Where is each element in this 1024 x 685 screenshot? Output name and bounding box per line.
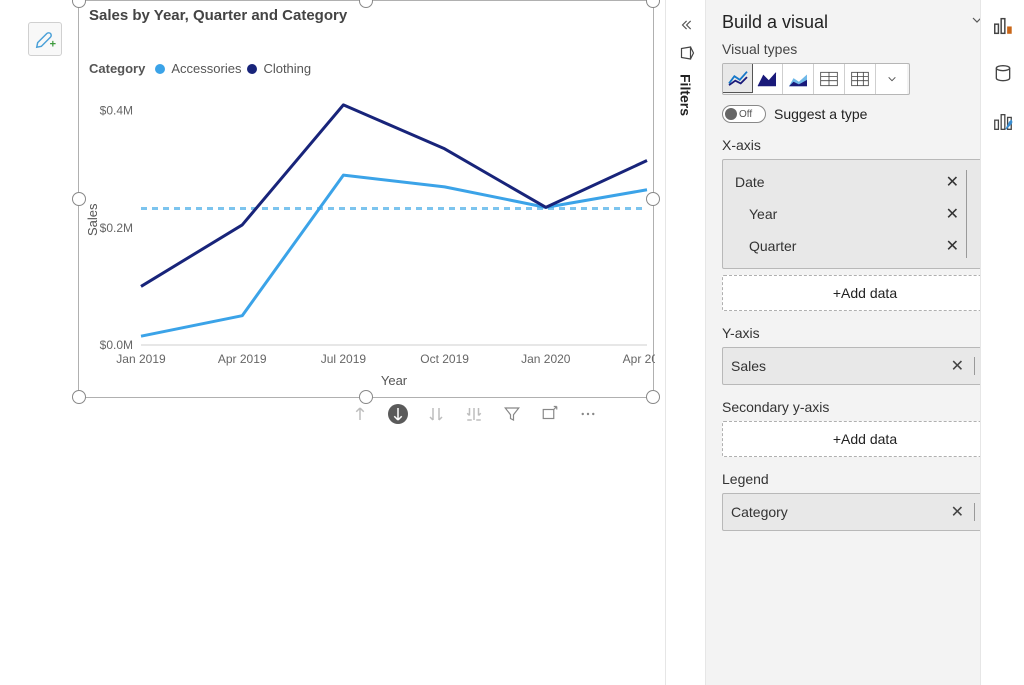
svg-text:Jan 2020: Jan 2020 (521, 352, 571, 366)
visual-type-matrix[interactable] (845, 64, 876, 94)
panel-title: Build a visual (722, 12, 828, 33)
build-visual-panel: Build a visual ✕ Visual types Off Sugges… (705, 0, 1024, 685)
report-canvas[interactable]: + Sales by Year, Quarter and Category Ca… (0, 0, 665, 685)
model-pane-icon[interactable] (991, 62, 1015, 86)
visual-type-table[interactable] (814, 64, 845, 94)
svg-text:Apr 2019: Apr 2019 (218, 352, 267, 366)
visual-type-line[interactable] (722, 63, 753, 93)
xaxis-field-well[interactable]: Date ✕ Year ✕ Quarter ✕ 〉 (722, 159, 1008, 269)
chart-plot: $0.0M $0.2M $0.4M Jan 2019 Apr 2019 Jul 2019 O… (79, 1, 655, 399)
format-pane-icon[interactable] (991, 110, 1015, 134)
remove-field-icon[interactable]: ✕ (946, 172, 959, 192)
yaxis-field-well[interactable]: Sales ✕ 〉 (722, 347, 1008, 385)
remove-field-icon[interactable]: ✕ (946, 236, 959, 256)
visual-types-label: Visual types (722, 41, 1008, 57)
field-quarter: Quarter (749, 238, 796, 254)
yaxis-section: Y-axis Sales ✕ 〉 (722, 325, 1008, 385)
legend-field-well[interactable]: Category ✕ 〉 (722, 493, 1008, 531)
visual-types-picker (722, 63, 910, 95)
next-level-icon[interactable] (426, 404, 446, 424)
remove-field-icon[interactable]: ✕ (946, 204, 959, 224)
field-year: Year (749, 206, 777, 222)
right-icon-rail (980, 0, 1024, 685)
expand-level-icon[interactable] (464, 404, 484, 424)
drill-down-icon[interactable] (388, 404, 408, 424)
visual-action-bar (350, 404, 598, 424)
suggest-type-label: Suggest a type (774, 106, 867, 122)
xaxis-title: X-axis (722, 137, 1008, 153)
add-data-secondary-y-button[interactable]: +Add data (722, 421, 1008, 457)
legend-section: Legend Category ✕ 〉 (722, 471, 1008, 531)
toggle-state-label: Off (739, 109, 752, 120)
svg-text:Apr 2020: Apr 2020 (623, 352, 655, 366)
svg-text:Sales: Sales (85, 203, 100, 236)
visual-frame[interactable]: Sales by Year, Quarter and Category Cate… (78, 0, 654, 398)
secondary-yaxis-title: Secondary y-axis (722, 399, 1008, 415)
visual-type-stacked-area[interactable] (783, 64, 814, 94)
svg-text:$0.0M: $0.0M (100, 338, 133, 352)
svg-text:Oct 2019: Oct 2019 (420, 352, 469, 366)
filters-label: Filters (678, 74, 694, 116)
svg-text:$0.4M: $0.4M (100, 104, 133, 118)
filters-pane-collapsed[interactable]: Filters (665, 0, 705, 685)
more-options-icon[interactable] (578, 404, 598, 424)
svg-text:Year: Year (381, 373, 408, 388)
field-sales: Sales (731, 358, 766, 374)
suggest-type-toggle[interactable]: Off (722, 105, 766, 123)
legend-title: Legend (722, 471, 1008, 487)
xaxis-section: X-axis Date ✕ Year ✕ Quarter ✕ 〉 +Add da… (722, 137, 1008, 311)
filter-icon[interactable] (502, 404, 522, 424)
drill-up-icon[interactable] (350, 404, 370, 424)
yaxis-title: Y-axis (722, 325, 1008, 341)
svg-text:Jul 2019: Jul 2019 (321, 352, 367, 366)
expand-filters-icon[interactable] (677, 18, 695, 32)
secondary-yaxis-section: Secondary y-axis +Add data (722, 399, 1008, 457)
field-category: Category (731, 504, 788, 520)
filters-icon (677, 44, 695, 62)
svg-text:$0.2M: $0.2M (100, 221, 133, 235)
data-pane-icon[interactable] (991, 14, 1015, 38)
format-painter-button[interactable]: + (28, 22, 62, 56)
visual-type-more[interactable] (876, 64, 907, 94)
focus-mode-icon[interactable] (540, 404, 560, 424)
remove-field-icon[interactable]: ✕ (951, 356, 964, 376)
visual-type-area[interactable] (752, 64, 783, 94)
svg-text:+: + (50, 38, 56, 50)
add-data-xaxis-button[interactable]: +Add data (722, 275, 1008, 311)
svg-text:Jan 2019: Jan 2019 (116, 352, 166, 366)
field-date: Date (735, 174, 765, 190)
remove-field-icon[interactable]: ✕ (951, 502, 964, 522)
